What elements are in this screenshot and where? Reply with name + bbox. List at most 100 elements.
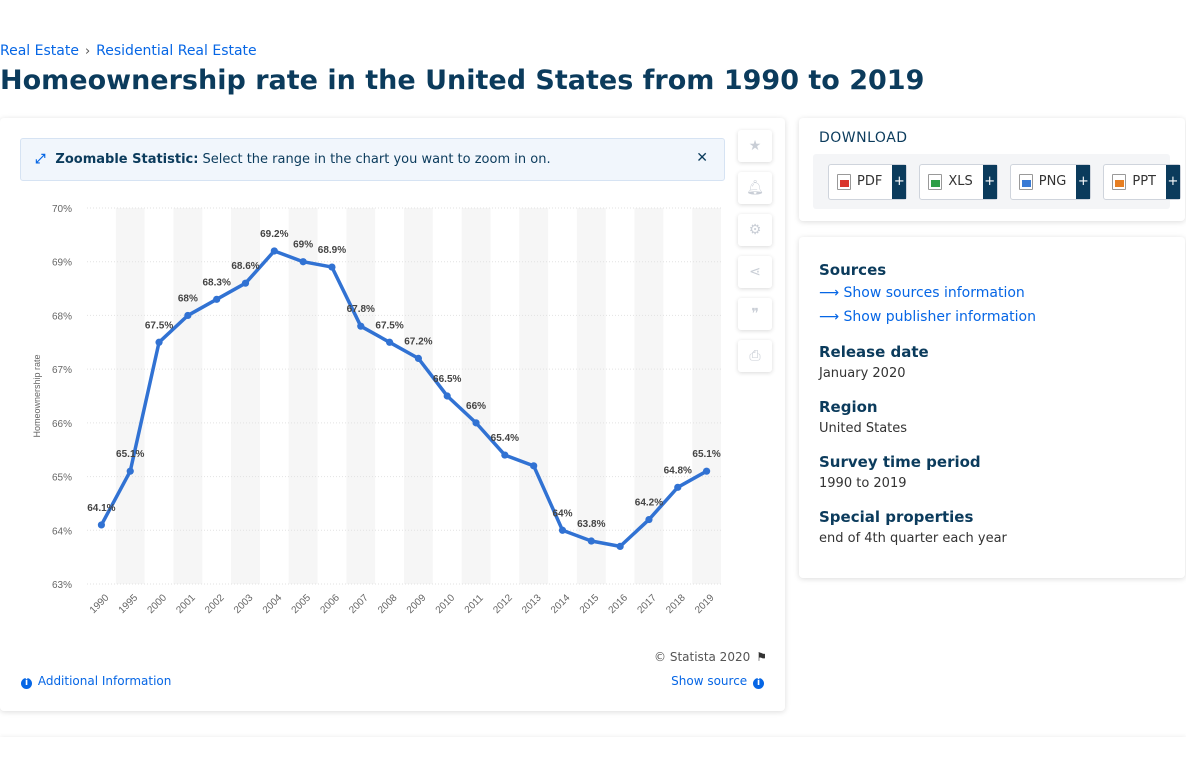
download-xls-label: XLS bbox=[948, 174, 982, 189]
xls-file-icon bbox=[928, 174, 942, 190]
x-tick-label: 2017 bbox=[635, 592, 659, 616]
download-card: DOWNLOAD PDF + XLS + PNG + PPT + bbox=[799, 118, 1185, 221]
data-label: 68.6% bbox=[231, 261, 259, 272]
line-chart[interactable]: 63% 64% 65% 66% 67% 68% 69% 70% Homeownership ra… bbox=[0, 118, 785, 638]
show-source-label: Show source bbox=[671, 674, 747, 688]
plus-icon: + bbox=[983, 165, 997, 199]
y-tick-label: 65% bbox=[52, 473, 72, 484]
region-heading: Region bbox=[819, 398, 878, 416]
data-label: 63.8% bbox=[577, 519, 605, 530]
info-icon: i bbox=[21, 678, 32, 689]
statistic-details-card: Sources ⟶ Show sources information ⟶ Sho… bbox=[799, 237, 1185, 578]
x-tick-label: 2009 bbox=[405, 592, 429, 616]
data-label: 65.1% bbox=[116, 449, 144, 460]
data-point bbox=[645, 516, 652, 523]
y-axis-label: Homeownership rate bbox=[32, 354, 42, 437]
column-band bbox=[346, 208, 375, 584]
chart-card: ⤢ Zoomable Statistic: Select the range i… bbox=[0, 118, 785, 711]
data-point bbox=[242, 280, 249, 287]
copyright-text: © Statista 2020 bbox=[654, 650, 750, 664]
png-file-icon bbox=[1019, 174, 1033, 190]
show-publisher-link[interactable]: ⟶ Show publisher information bbox=[819, 309, 1036, 325]
y-tick-label: 63% bbox=[52, 580, 72, 591]
data-label: 66.5% bbox=[433, 374, 461, 385]
x-tick-label: 2003 bbox=[232, 592, 256, 616]
data-point bbox=[386, 339, 393, 346]
x-tick-label: 2011 bbox=[463, 592, 486, 615]
data-label: 67.2% bbox=[404, 336, 432, 347]
column-band bbox=[173, 208, 202, 584]
additional-information-link[interactable]: i Additional Information bbox=[19, 674, 171, 689]
data-point bbox=[703, 468, 710, 475]
column-band bbox=[462, 208, 491, 584]
download-xls-button[interactable]: XLS + bbox=[919, 164, 997, 200]
y-tick-label: 66% bbox=[52, 419, 72, 430]
survey-period-value: 1990 to 2019 bbox=[819, 476, 906, 491]
release-date-value: January 2020 bbox=[819, 366, 906, 381]
data-point bbox=[588, 537, 595, 544]
plus-icon: + bbox=[1076, 165, 1090, 199]
data-label: 68.9% bbox=[318, 245, 346, 256]
data-label: 65.4% bbox=[491, 433, 519, 444]
download-pdf-button[interactable]: PDF + bbox=[828, 164, 907, 200]
x-tick-label: 2015 bbox=[578, 592, 602, 616]
arrow-right-icon: ⟶ bbox=[819, 285, 839, 301]
download-ppt-button[interactable]: PPT + bbox=[1103, 164, 1181, 200]
plus-icon: + bbox=[1166, 165, 1180, 199]
column-band bbox=[116, 208, 145, 584]
breadcrumb-real-estate[interactable]: Real Estate bbox=[0, 43, 79, 59]
data-label: 64% bbox=[552, 508, 572, 519]
page-title: Homeownership rate in the United States … bbox=[0, 65, 924, 96]
y-tick-label: 64% bbox=[52, 526, 72, 537]
y-tick-label: 67% bbox=[52, 365, 72, 376]
download-png-label: PNG bbox=[1039, 174, 1077, 189]
data-point bbox=[674, 484, 681, 491]
show-sources-link[interactable]: ⟶ Show sources information bbox=[819, 285, 1025, 301]
x-tick-label: 1995 bbox=[117, 592, 141, 616]
y-tick-label: 68% bbox=[52, 311, 72, 322]
data-point bbox=[530, 462, 537, 469]
region-value: United States bbox=[819, 421, 907, 436]
x-tick-label: 2004 bbox=[261, 592, 285, 616]
plus-icon: + bbox=[892, 165, 906, 199]
download-png-button[interactable]: PNG + bbox=[1010, 164, 1092, 200]
page-bottom-edge bbox=[0, 737, 1186, 760]
x-tick-label: 2012 bbox=[491, 592, 515, 616]
data-point bbox=[617, 543, 624, 550]
download-buttons: PDF + XLS + PNG + PPT + bbox=[813, 154, 1170, 209]
release-date-heading: Release date bbox=[819, 343, 929, 361]
show-publisher-label: Show publisher information bbox=[844, 309, 1036, 325]
data-point bbox=[357, 323, 364, 330]
data-label: 69.2% bbox=[260, 229, 288, 240]
flag-icon[interactable]: ⚑ bbox=[756, 650, 767, 664]
data-label: 64.2% bbox=[635, 498, 663, 509]
breadcrumb: Real Estate › Residential Real Estate bbox=[0, 43, 257, 59]
x-tick-label: 2006 bbox=[318, 592, 342, 616]
column-band bbox=[519, 208, 548, 584]
pdf-file-icon bbox=[837, 174, 851, 190]
data-label: 66% bbox=[466, 401, 486, 412]
show-source-link[interactable]: Show source i bbox=[671, 674, 766, 689]
data-label: 68.3% bbox=[203, 277, 231, 288]
x-tick-label: 2007 bbox=[347, 592, 371, 616]
data-point bbox=[98, 521, 105, 528]
arrow-right-icon: ⟶ bbox=[819, 309, 839, 325]
data-point bbox=[559, 527, 566, 534]
breadcrumb-residential-real-estate[interactable]: Residential Real Estate bbox=[96, 43, 257, 59]
data-point bbox=[415, 355, 422, 362]
info-icon: i bbox=[753, 678, 764, 689]
x-tick-label: 2019 bbox=[693, 592, 717, 616]
data-point bbox=[444, 392, 451, 399]
x-tick-label: 2014 bbox=[549, 592, 573, 616]
y-tick-label: 70% bbox=[52, 204, 72, 215]
x-tick-label: 2000 bbox=[146, 592, 170, 616]
x-tick-label: 1990 bbox=[88, 592, 112, 616]
data-point bbox=[155, 339, 162, 346]
data-point bbox=[501, 451, 508, 458]
breadcrumb-separator: › bbox=[85, 44, 90, 59]
download-title: DOWNLOAD bbox=[819, 130, 908, 146]
copyright: © Statista 2020 ⚑ bbox=[654, 650, 767, 664]
x-tick-label: 2005 bbox=[290, 592, 314, 616]
data-label: 68% bbox=[178, 293, 198, 304]
special-properties-heading: Special properties bbox=[819, 508, 973, 526]
